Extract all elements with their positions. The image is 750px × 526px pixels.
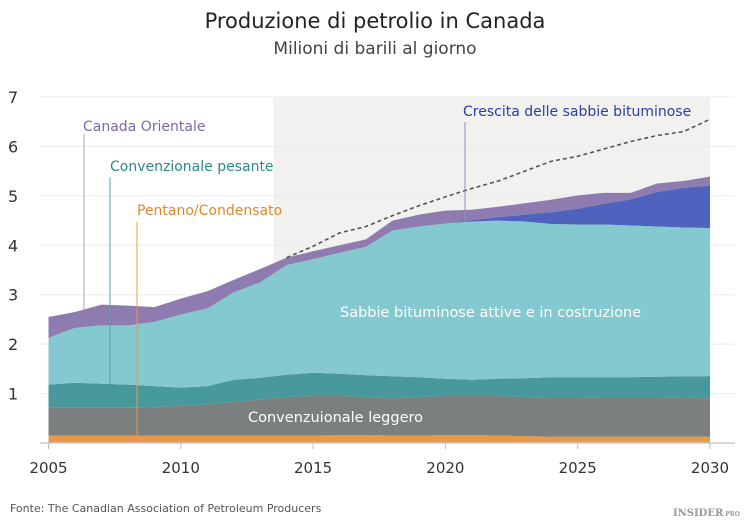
source-note: Fonte: The Canadian Association of Petro… [10, 502, 322, 515]
area-pentano-condensato [48, 435, 710, 443]
x-tick-label: 2025 [559, 459, 597, 477]
total-forecast-dashed-line [286, 118, 711, 259]
area-sabbie-bituminose-attive-e-in-costruzione [48, 220, 710, 388]
y-tick-label: 6 [8, 137, 18, 156]
x-axis: 2005 2010 2015 2020 2025 2030 [29, 443, 729, 477]
label-pentano-condensato: Pentano/Condensato [137, 203, 282, 219]
label-convenzionale-pesante: Convenzionale pesante [110, 159, 274, 175]
area-crescita-delle-sabbie-bituminose [48, 185, 710, 338]
y-axis: 1 2 3 4 5 6 7 [8, 88, 18, 404]
x-tick-label: 2020 [426, 459, 464, 477]
area-convenzuionale-leggero [48, 396, 710, 437]
x-tick-label: 2005 [29, 459, 67, 477]
y-tick-label: 3 [8, 286, 18, 305]
area-canada-orientale [48, 176, 710, 338]
y-tick-label: 7 [8, 88, 18, 107]
chart-title: Produzione di petrolio in Canada [205, 9, 546, 33]
x-tick-label: 2015 [294, 459, 332, 477]
series-annotations: Canada Orientale Convenzionale pesante P… [83, 104, 691, 436]
x-tick-label: 2010 [162, 459, 200, 477]
y-tick-label: 4 [8, 236, 18, 255]
y-tick-label: 2 [8, 335, 18, 354]
y-tick-label: 5 [8, 187, 18, 206]
x-tick-label: 2030 [691, 459, 729, 477]
y-tick-label: 1 [8, 385, 18, 404]
area-convenzionale-pesante [48, 372, 710, 408]
stacked-areas [48, 176, 710, 443]
chart-subtitle: Milioni di barili al giorno [273, 39, 476, 59]
insider-pro-logo: INSIDER PRO [673, 508, 740, 519]
label-sabbie-bituminose: Sabbie bituminose attive e in costruzion… [340, 305, 641, 321]
label-crescita-sabbie: Crescita delle sabbie bituminose [463, 104, 691, 120]
label-canada-orientale: Canada Orientale [83, 119, 205, 135]
label-convenzionale-leggero: Convenzuionale leggero [248, 410, 423, 426]
